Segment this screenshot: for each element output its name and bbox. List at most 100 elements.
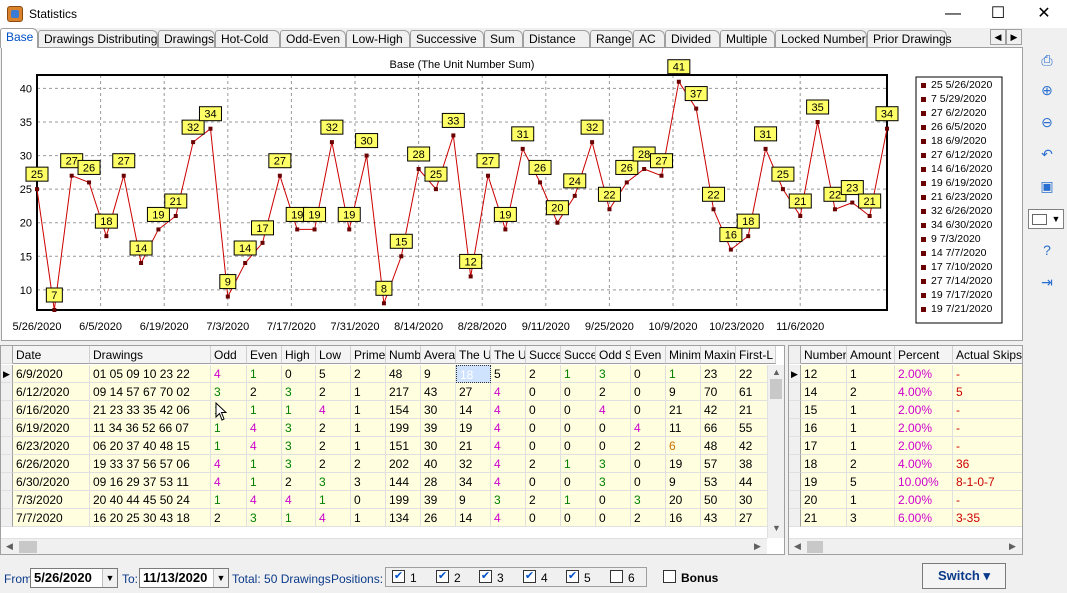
column-header[interactable]: Odd S [596,346,631,364]
table-cell[interactable]: 57 [701,455,736,473]
table-cell[interactable]: 3-35 [953,509,1022,527]
tab-odd-even[interactable]: Odd-Even [280,30,346,48]
table-cell[interactable]: 1 [561,455,596,473]
position-checkbox-2[interactable]: ✔ [436,570,449,583]
position-checkbox-5[interactable]: ✔ [566,570,579,583]
tab-prior-drawings[interactable]: Prior Drawings [867,30,952,48]
bonus-checkbox[interactable] [663,570,676,583]
scroll-thumb[interactable] [19,541,37,553]
table-cell[interactable]: 6/23/2020 [13,437,90,455]
table-cell[interactable]: - [953,437,1022,455]
table-cell[interactable]: 1 [847,437,895,455]
table-cell[interactable]: 0 [631,473,666,491]
table-cell[interactable]: 23 [701,365,736,383]
table-cell[interactable]: 1 [316,491,351,509]
table-cell[interactable]: 1 [247,365,282,383]
table-cell[interactable]: 1 [847,401,895,419]
row-indicator[interactable] [789,419,801,437]
table-cell[interactable]: 4.00% [895,383,953,401]
table-cell[interactable]: 4 [247,437,282,455]
table-cell[interactable]: 28 [421,473,456,491]
table-cell[interactable]: 4 [211,455,247,473]
table-cell[interactable]: 4 [491,437,526,455]
table-cell[interactable]: 16 20 25 30 43 18 [90,509,211,527]
table-cell[interactable]: 19 [666,455,701,473]
table-cell[interactable]: 1 [561,365,596,383]
table-cell[interactable]: 7/3/2020 [13,491,90,509]
row-indicator[interactable] [789,437,801,455]
table-cell[interactable]: 2 [596,383,631,401]
table-cell[interactable]: - [953,401,1022,419]
tab-range[interactable]: Range [590,30,633,48]
table-cell[interactable]: 16 [801,419,847,437]
table-cell[interactable]: 4 [491,401,526,419]
row-indicator[interactable] [789,509,801,527]
table-cell[interactable]: 26 [421,509,456,527]
chevron-down-icon[interactable]: ▼ [102,569,117,587]
switch-button[interactable]: Switch ▾ [922,563,1006,589]
scroll-up-icon[interactable]: ▲ [772,367,781,377]
chevron-down-icon[interactable]: ▼ [213,569,228,587]
zoom-out-icon[interactable]: ⊖ [1041,114,1053,130]
table-cell[interactable]: 2 [316,455,351,473]
table-cell[interactable]: 0 [631,455,666,473]
column-header[interactable]: Number [801,346,847,364]
table-cell[interactable]: 3 [282,437,316,455]
column-header[interactable]: Low [316,346,351,364]
tab-scroll-right-icon[interactable]: ▶ [1006,29,1022,45]
horizontal-scrollbar[interactable]: ◀ ▶ [1,538,767,554]
scroll-thumb[interactable] [807,541,823,553]
scroll-down-icon[interactable]: ▼ [772,523,781,533]
tab-base[interactable]: Base [0,28,38,48]
row-indicator[interactable] [789,473,801,491]
table-cell[interactable]: 6/12/2020 [13,383,90,401]
table-cell[interactable]: 55 [736,419,776,437]
table-cell[interactable]: 9 [421,365,456,383]
table-cell[interactable]: 3 [211,383,247,401]
table-cell[interactable]: 14 [801,383,847,401]
position-checkbox-6[interactable] [610,570,623,583]
position-checkbox-3[interactable]: ✔ [479,570,492,583]
table-cell[interactable]: 3 [282,383,316,401]
column-header[interactable]: Average [421,346,456,364]
table-cell[interactable]: 21 [801,509,847,527]
table-cell[interactable]: 2 [631,509,666,527]
column-header[interactable]: Succe [561,346,596,364]
table-cell[interactable]: 1 [211,419,247,437]
table-cell[interactable]: 0 [561,383,596,401]
table-cell[interactable]: 2 [351,365,386,383]
table-cell[interactable]: 11 [666,419,701,437]
table-cell[interactable]: 6/30/2020 [13,473,90,491]
table-cell[interactable]: 3 [282,455,316,473]
table-cell[interactable]: 21 [456,437,491,455]
table-cell[interactable]: 1 [282,509,316,527]
table-cell[interactable]: 30 [421,401,456,419]
table-cell[interactable]: 1 [351,437,386,455]
table-cell[interactable]: 43 [701,509,736,527]
table-cell[interactable]: 0 [282,365,316,383]
undo-icon[interactable]: ↶ [1041,146,1053,162]
column-header[interactable]: The U [456,346,491,364]
table-cell[interactable]: 19 [801,473,847,491]
table-cell[interactable]: 1 [351,383,386,401]
table-cell[interactable]: 12 [801,365,847,383]
column-header[interactable]: Actual Skips [953,346,1022,364]
table-cell[interactable]: 20 [666,491,701,509]
table-cell[interactable]: 4 [247,491,282,509]
vertical-scrollbar[interactable]: ▲ ▼ [767,365,784,538]
row-indicator[interactable]: ▶ [789,365,801,383]
scroll-thumb[interactable] [770,379,782,399]
row-indicator[interactable] [1,491,13,509]
table-cell[interactable]: 09 16 29 37 53 11 [90,473,211,491]
table-cell[interactable]: 0 [561,437,596,455]
table-cell[interactable]: 134 [386,509,421,527]
from-date-combo[interactable]: 5/26/2020 ▼ [30,568,118,588]
tab-low-high[interactable]: Low-High [346,30,410,48]
row-indicator[interactable] [789,401,801,419]
table-cell[interactable]: 0 [596,509,631,527]
table-cell[interactable]: 0 [631,365,666,383]
table-cell[interactable]: 3 [247,509,282,527]
scroll-left-icon[interactable]: ◀ [6,541,13,551]
column-header[interactable]: Prime [351,346,386,364]
table-cell[interactable]: 0 [526,419,561,437]
